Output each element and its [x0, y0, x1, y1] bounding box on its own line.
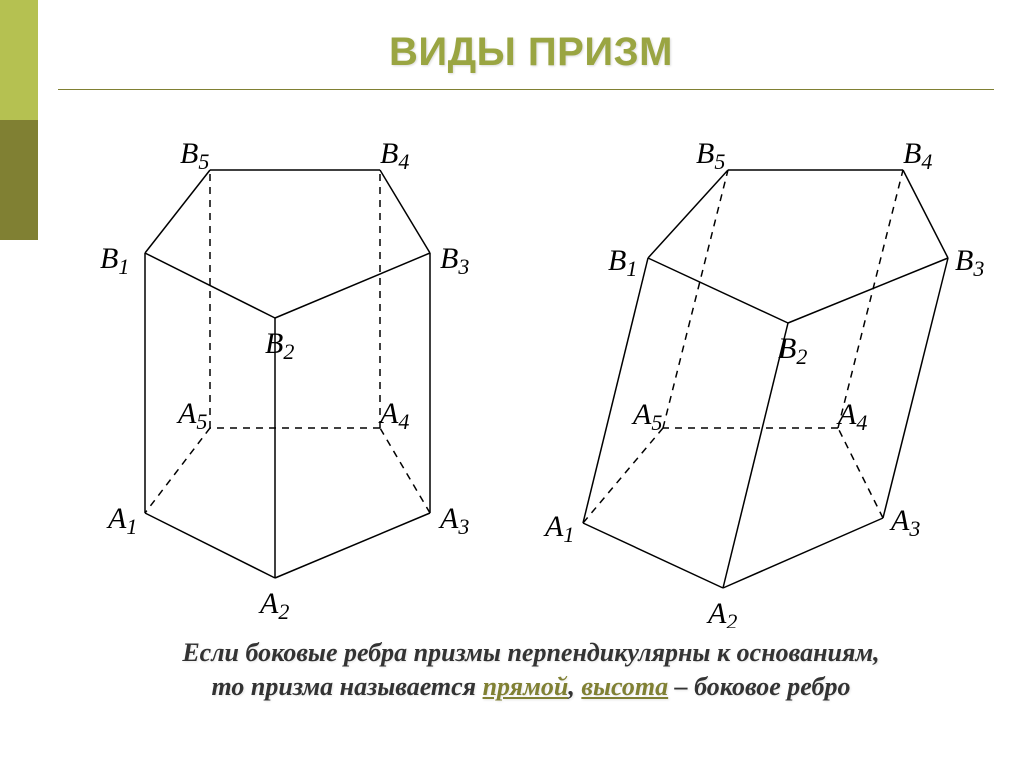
- svg-text:A3: A3: [438, 502, 469, 539]
- caption-hl2: высота: [581, 672, 668, 701]
- svg-text:A1: A1: [543, 510, 574, 547]
- sidebar-block-top: [0, 0, 38, 120]
- svg-text:B5: B5: [696, 137, 725, 174]
- caption-line1: Если боковые ребра призмы перпендикулярн…: [182, 638, 879, 667]
- svg-text:B3: B3: [955, 244, 984, 281]
- svg-text:B3: B3: [440, 242, 469, 279]
- svg-text:B2: B2: [265, 327, 294, 364]
- prism-oblique: A1 A2 A3 A4 A5 B1 B2 B3 B4 B5: [533, 108, 993, 628]
- sidebar-block-mid: [0, 120, 38, 240]
- caption-line2a: то призма называется: [212, 672, 483, 701]
- svg-text:B4: B4: [903, 137, 932, 174]
- svg-text:A2: A2: [706, 597, 737, 628]
- title-divider: [58, 89, 994, 90]
- svg-text:A5: A5: [176, 397, 207, 434]
- svg-text:B5: B5: [180, 137, 209, 174]
- slide-content: ВИДЫ ПРИЗМ A1 A2 A3 A4 A5 B1 B2 B3 B4 B5 A1 A2 A3 A4…: [38, 0, 1024, 767]
- svg-text:B1: B1: [100, 242, 129, 279]
- prism-right: A1 A2 A3 A4 A5 B1 B2 B3 B4 B5: [70, 108, 510, 628]
- diagram-row: A1 A2 A3 A4 A5 B1 B2 B3 B4 B5 A1 A2 A3 A4 A5 B1 B2 B3 B4 B…: [38, 108, 1024, 628]
- prism-right-svg: A1 A2 A3 A4 A5 B1 B2 B3 B4 B5: [70, 108, 510, 628]
- caption: Если боковые ребра призмы перпендикулярн…: [38, 636, 1024, 704]
- svg-text:A3: A3: [889, 504, 920, 541]
- caption-line2b: ,: [568, 672, 581, 701]
- sidebar-accent: [0, 0, 38, 767]
- svg-text:A4: A4: [836, 398, 867, 435]
- svg-text:A1: A1: [106, 502, 137, 539]
- svg-text:A5: A5: [631, 398, 662, 435]
- svg-text:B1: B1: [608, 244, 637, 281]
- prism-oblique-svg: A1 A2 A3 A4 A5 B1 B2 B3 B4 B5: [533, 108, 993, 628]
- svg-text:B4: B4: [380, 137, 409, 174]
- caption-hl1: прямой: [483, 672, 569, 701]
- svg-text:A2: A2: [258, 587, 289, 624]
- page-title: ВИДЫ ПРИЗМ: [38, 30, 1024, 75]
- svg-text:B2: B2: [778, 332, 807, 369]
- svg-text:A4: A4: [378, 397, 409, 434]
- caption-line2c: – боковое ребро: [668, 672, 850, 701]
